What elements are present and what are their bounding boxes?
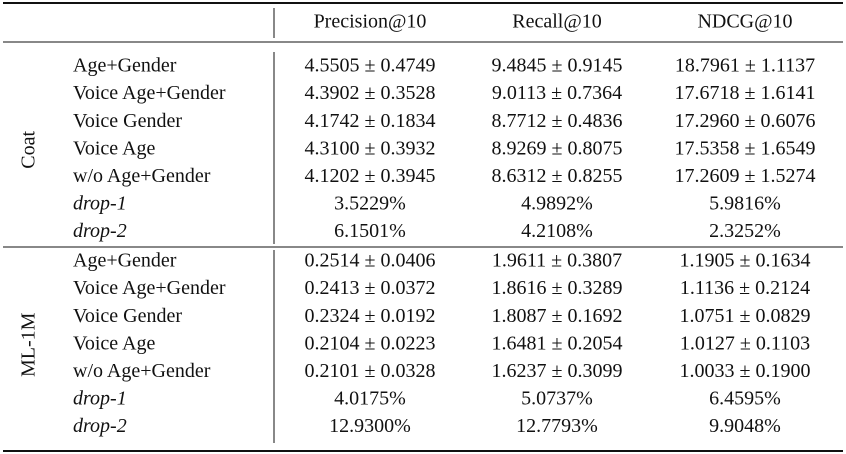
cell: 12.9300%	[329, 415, 411, 437]
cell: 9.9048%	[709, 415, 781, 437]
method-label: Voice Age+Gender	[73, 277, 226, 299]
cell: 5.9816%	[709, 193, 781, 215]
cell: 1.8616 ± 0.3289	[492, 277, 623, 299]
method-label: w/o Age+Gender	[73, 360, 211, 382]
cell: 17.2609 ± 1.5274	[675, 165, 816, 187]
cell: 1.0127 ± 0.1103	[680, 332, 810, 354]
method-label: w/o Age+Gender	[73, 165, 211, 187]
cell: 0.2104 ± 0.0223	[305, 332, 436, 354]
cell: 4.9892%	[521, 193, 593, 215]
column-header: Recall@10	[512, 11, 602, 33]
method-label: Voice Age	[73, 332, 156, 354]
cell: 1.6237 ± 0.3099	[492, 360, 623, 382]
group-label: ML-1M	[18, 312, 40, 377]
method-label: drop-1	[73, 193, 127, 215]
method-label: Voice Gender	[73, 110, 182, 132]
cell: 4.5505 ± 0.4749	[305, 55, 436, 77]
cell: 3.5229%	[334, 193, 406, 215]
method-label: Age+Gender	[73, 250, 177, 272]
cell: 1.1136 ± 0.2124	[680, 277, 810, 299]
cell: 4.2108%	[521, 220, 593, 242]
cell: 4.1202 ± 0.3945	[305, 165, 436, 187]
method-label: drop-2	[73, 220, 127, 242]
cell: 4.0175%	[334, 388, 406, 410]
method-label: drop-2	[73, 415, 127, 437]
cell: 4.3902 ± 0.3528	[305, 82, 436, 104]
method-label: Age+Gender	[73, 55, 177, 77]
cell: 6.1501%	[334, 220, 406, 242]
cell: 9.4845 ± 0.9145	[492, 55, 623, 77]
cell: 1.1905 ± 0.1634	[680, 250, 811, 272]
method-label: Voice Gender	[73, 305, 182, 327]
cell: 4.3100 ± 0.3932	[305, 137, 436, 159]
cell: 1.9611 ± 0.3807	[492, 250, 622, 272]
group-label: Coat	[18, 130, 40, 168]
column-header: NDCG@10	[697, 11, 792, 33]
method-label: Voice Age+Gender	[73, 82, 226, 104]
cell: 17.2960 ± 0.6076	[675, 110, 816, 132]
column-header: Precision@10	[314, 11, 427, 33]
cell: 6.4595%	[709, 388, 781, 410]
cell: 18.7961 ± 1.1137	[675, 55, 815, 77]
method-label: drop-1	[73, 388, 127, 410]
cell: 8.7712 ± 0.4836	[492, 110, 623, 132]
cell: 1.8087 ± 0.1692	[492, 305, 623, 327]
cell: 0.2101 ± 0.0328	[305, 360, 436, 382]
cell: 9.0113 ± 0.7364	[492, 82, 622, 104]
cell: 5.0737%	[521, 388, 593, 410]
cell: 0.2413 ± 0.0372	[305, 277, 436, 299]
cell: 1.6481 ± 0.2054	[492, 332, 623, 354]
method-label: Voice Age	[73, 137, 156, 159]
cell: 1.0033 ± 0.1900	[680, 360, 811, 382]
cell: 17.6718 ± 1.6141	[675, 82, 816, 104]
cell: 2.3252%	[709, 220, 781, 242]
cell: 8.9269 ± 0.8075	[492, 137, 623, 159]
cell: 1.0751 ± 0.0829	[680, 305, 811, 327]
cell: 8.6312 ± 0.8255	[492, 165, 623, 187]
cell: 4.1742 ± 0.1834	[305, 110, 436, 132]
cell: 12.7793%	[516, 415, 598, 437]
cell: 0.2514 ± 0.0406	[305, 250, 436, 272]
cell: 0.2324 ± 0.0192	[305, 305, 436, 327]
cell: 17.5358 ± 1.6549	[675, 137, 816, 159]
